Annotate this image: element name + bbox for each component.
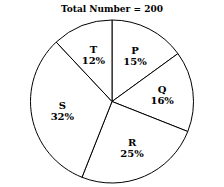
slice-label: R25% (120, 137, 144, 159)
slice-label: P15% (123, 45, 147, 67)
title: Total Number = 200 (61, 4, 163, 14)
category-label: P (131, 45, 139, 56)
value-label: 15% (123, 56, 147, 67)
pie (30, 20, 193, 183)
slice-label: T12% (82, 44, 106, 66)
slice (56, 20, 112, 102)
value-label: 16% (150, 95, 174, 106)
category-label: T (90, 44, 98, 55)
value-label: 32% (51, 111, 75, 122)
slice-label: Q16% (150, 84, 174, 106)
slice (30, 42, 112, 177)
category-label: Q (158, 84, 167, 95)
chart: Total Number = 200P15%Q16%R25%S32%T12% (0, 0, 224, 187)
value-label: 12% (82, 55, 106, 66)
slice-label: S32% (51, 100, 75, 122)
category-label: R (128, 137, 137, 148)
labels: P15%Q16%R25%S32%T12% (51, 44, 175, 159)
value-label: 25% (120, 148, 144, 159)
category-label: S (59, 100, 66, 111)
